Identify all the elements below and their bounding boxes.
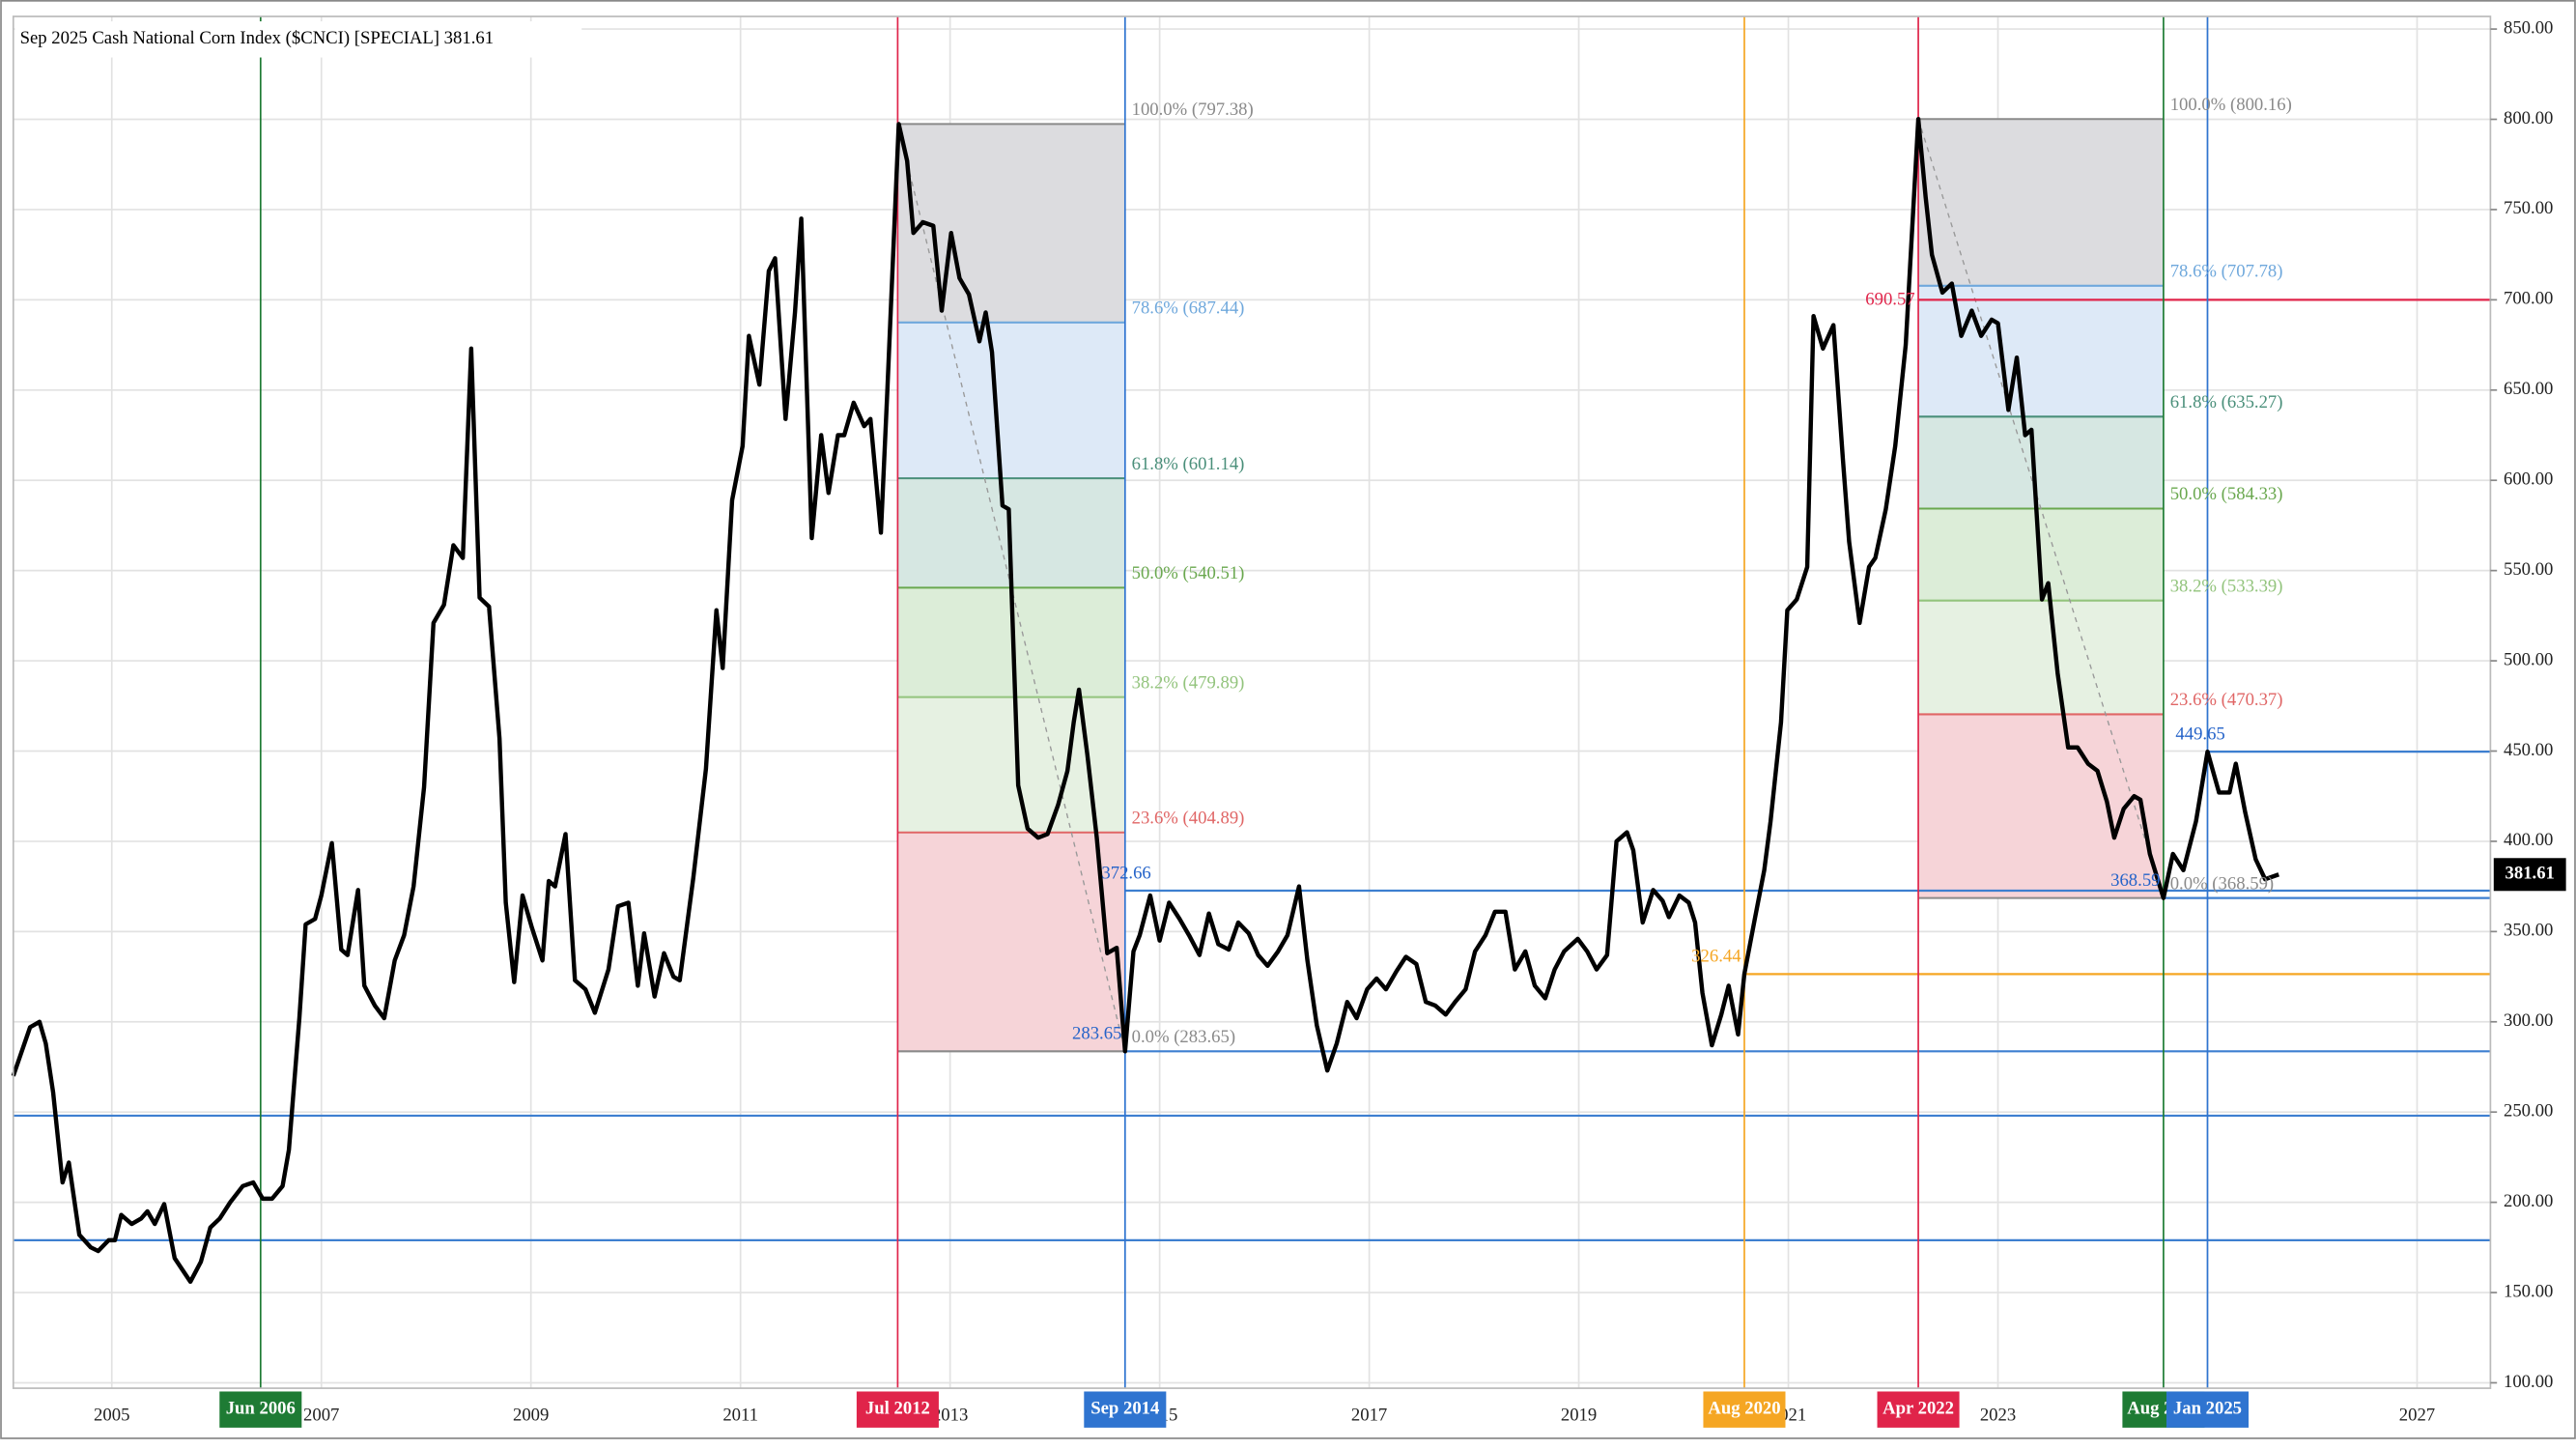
event-label-box [1877, 1391, 1960, 1428]
price-line [11, 117, 2279, 1285]
fib-label: 0.0% (283.65) [1132, 1027, 1235, 1047]
title-background [14, 21, 582, 58]
y-tick-label: 350.00 [2504, 921, 2553, 941]
x-tick-label: 2005 [94, 1405, 129, 1425]
right-axis-panel [2490, 0, 2576, 1449]
event-label: Jun 2006 [226, 1398, 296, 1418]
y-tick-label: 750.00 [2504, 198, 2553, 218]
fib-label: 61.8% (635.27) [2170, 392, 2283, 412]
y-tick-label: 450.00 [2504, 740, 2553, 760]
fib-label: 100.0% (797.38) [1132, 99, 1254, 120]
x-tick-label: 2027 [2399, 1405, 2435, 1425]
fib-label: 78.6% (707.78) [2170, 262, 2283, 282]
x-tick-label: 2007 [303, 1405, 339, 1425]
event-label: Sep 2014 [1090, 1398, 1159, 1418]
y-tick-label: 300.00 [2504, 1010, 2553, 1031]
fib-band [1918, 416, 2164, 509]
y-tick-label: 850.00 [2504, 17, 2553, 38]
fib-label: 23.6% (404.89) [1132, 808, 1245, 828]
x-tick-label: 2011 [722, 1405, 758, 1425]
y-tick-label: 150.00 [2504, 1281, 2553, 1301]
x-tick-label: 2019 [1561, 1405, 1597, 1425]
fib-band [1918, 119, 2164, 286]
price-annotation: 283.65 [1072, 1024, 1121, 1044]
y-tick-label: 100.00 [2504, 1372, 2553, 1392]
y-tick-label: 800.00 [2504, 108, 2553, 128]
fib-label: 78.6% (687.44) [1132, 298, 1245, 319]
fib-band [1918, 714, 2164, 898]
x-tick-label: 2013 [932, 1405, 968, 1425]
y-tick-label: 700.00 [2504, 289, 2553, 309]
last-price-box [2493, 858, 2566, 892]
price-annotation: 368.59 [2110, 870, 2160, 891]
fib-label: 38.2% (479.89) [1132, 672, 1245, 693]
bottom-axis-panel [0, 1388, 2491, 1449]
plot-frame [12, 15, 2492, 1389]
y-tick-label: 250.00 [2504, 1100, 2553, 1121]
last-price-label: 381.61 [2505, 864, 2555, 884]
y-tick-label: 550.00 [2504, 559, 2553, 580]
fib-label: 0.0% (368.59) [2170, 873, 2274, 894]
y-tick-label: 500.00 [2504, 649, 2553, 669]
fib-label: 23.6% (470.37) [2170, 690, 2283, 710]
y-tick-label: 600.00 [2504, 469, 2553, 490]
chart-title: Sep 2025 Cash National Corn Index ($CNCI… [20, 28, 495, 48]
fib-label: 50.0% (584.33) [2170, 484, 2283, 504]
fib-band [897, 696, 1125, 833]
price-annotation: 690.57 [1865, 289, 1914, 309]
event-label: Jul 2012 [865, 1398, 930, 1418]
fib-label: 61.8% (601.14) [1132, 454, 1245, 474]
event-label-box [1703, 1391, 1786, 1428]
event-label: Jan 2025 [2173, 1398, 2242, 1418]
y-tick-label: 650.00 [2504, 379, 2553, 399]
event-label-box [856, 1391, 939, 1428]
price-annotation: 326.44 [1691, 947, 1741, 967]
event-label: Aug 2020 [1708, 1398, 1780, 1418]
event-label-box [1084, 1391, 1167, 1428]
fib-label: 100.0% (800.16) [2170, 95, 2292, 115]
price-annotation: 449.65 [2175, 724, 2224, 744]
fib-label: 50.0% (540.51) [1132, 563, 1245, 583]
event-label: Apr 2022 [1882, 1398, 1954, 1418]
fib-band [897, 124, 1125, 323]
y-tick-label: 400.00 [2504, 830, 2553, 850]
fib-band [897, 322, 1125, 479]
fib-band [1918, 600, 2164, 715]
x-tick-label: 2023 [1980, 1405, 2016, 1425]
y-tick-label: 200.00 [2504, 1191, 2553, 1211]
x-tick-label: 2017 [1351, 1405, 1387, 1425]
price-annotation: 372.66 [1101, 863, 1150, 883]
fib-label: 38.2% (533.39) [2170, 576, 2283, 596]
x-tick-label: 2009 [513, 1405, 549, 1425]
fib-band [1918, 285, 2164, 417]
fib-trendline [1917, 119, 2165, 898]
event-label-box [219, 1391, 302, 1428]
fib-band [897, 832, 1125, 1052]
event-label-box [2166, 1391, 2250, 1428]
